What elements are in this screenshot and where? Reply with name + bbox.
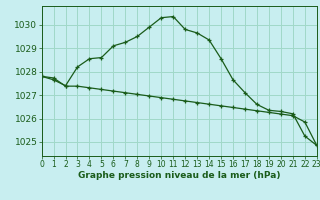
- X-axis label: Graphe pression niveau de la mer (hPa): Graphe pression niveau de la mer (hPa): [78, 171, 280, 180]
